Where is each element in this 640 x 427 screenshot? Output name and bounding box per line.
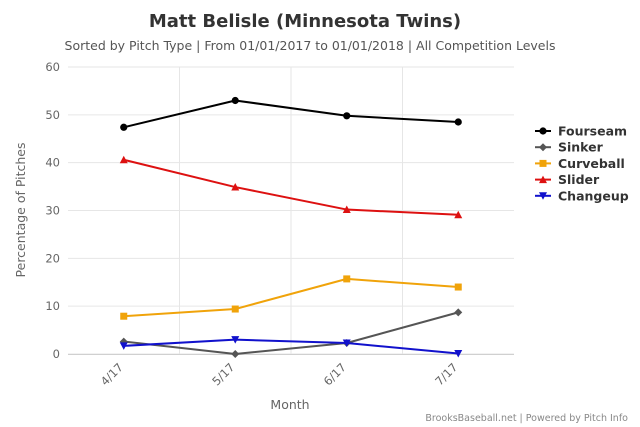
series-slider[interactable] — [119, 155, 463, 219]
legend-item-curveball[interactable]: Curveball — [535, 156, 625, 171]
data-point-slider[interactable] — [119, 155, 128, 164]
series-line-fourseam[interactable] — [123, 99, 459, 129]
y-tick-label: 20 — [45, 251, 60, 265]
series-line-curveball[interactable] — [123, 277, 459, 318]
y-tick-label: 40 — [45, 156, 60, 170]
legend-marker-changeup — [539, 192, 547, 200]
x-tick-label: 5/17 — [209, 360, 237, 388]
data-point-sinker[interactable] — [231, 350, 240, 358]
data-point-slider[interactable] — [231, 183, 240, 191]
grid — [68, 66, 514, 355]
series-group — [119, 96, 463, 358]
chart-title: Matt Belisle (Minnesota Twins) — [149, 11, 461, 32]
data-point-fourseam[interactable] — [454, 118, 462, 126]
data-point-sinker[interactable] — [454, 308, 463, 317]
data-point-changeup[interactable] — [342, 339, 351, 347]
data-point-changeup[interactable] — [454, 350, 463, 358]
legend-label-changeup: Changeup — [558, 188, 629, 203]
legend-label-curveball: Curveball — [558, 156, 625, 171]
series-line-slider[interactable] — [123, 158, 459, 216]
y-tick-label: 0 — [53, 347, 60, 361]
legend-item-fourseam[interactable]: Fourseam — [535, 124, 627, 139]
data-point-fourseam[interactable] — [231, 96, 239, 105]
y-tick-label: 60 — [45, 60, 60, 74]
y-tick-label: 50 — [45, 108, 60, 122]
data-point-slider[interactable] — [454, 210, 463, 219]
y-axis-ticks: 0 10 20 30 40 50 60 — [45, 60, 60, 361]
legend-marker-sinker — [539, 143, 547, 152]
legend-label-fourseam: Fourseam — [558, 124, 627, 139]
legend-marker-curveball — [539, 159, 547, 167]
series-curveball[interactable] — [120, 275, 462, 320]
data-point-changeup[interactable] — [119, 342, 128, 350]
x-axis-ticks: 4/17 5/17 6/17 7/17 — [98, 360, 461, 388]
legend-label-slider: Slider — [558, 172, 600, 187]
legend-label-sinker: Sinker — [558, 140, 604, 155]
data-point-curveball[interactable] — [231, 305, 239, 313]
credits-text[interactable]: BrooksBaseball.net | Powered by Pitch In… — [425, 413, 628, 424]
data-point-slider[interactable] — [342, 205, 351, 214]
x-axis-title: Month — [270, 397, 309, 412]
x-tick-label: 6/17 — [321, 360, 349, 388]
legend-item-sinker[interactable]: Sinker — [535, 140, 604, 155]
x-tick-label: 7/17 — [432, 360, 460, 388]
data-point-fourseam[interactable] — [343, 112, 351, 120]
series-line-changeup[interactable] — [123, 338, 459, 355]
data-point-curveball[interactable] — [343, 275, 351, 283]
series-changeup[interactable] — [119, 336, 463, 358]
legend-marker-slider — [539, 175, 547, 184]
chart-subtitle: Sorted by Pitch Type | From 01/01/2017 t… — [65, 38, 556, 53]
legend-marker-fourseam — [539, 127, 547, 135]
x-tick-label: 4/17 — [98, 360, 126, 388]
y-axis-title: Percentage of Pitches — [13, 143, 28, 278]
series-fourseam[interactable] — [120, 96, 462, 131]
series-line-sinker[interactable] — [123, 311, 459, 355]
legend-item-slider[interactable]: Slider — [535, 172, 600, 187]
data-point-curveball[interactable] — [120, 312, 128, 320]
legend-item-changeup[interactable]: Changeup — [535, 188, 629, 203]
data-point-curveball[interactable] — [454, 283, 462, 291]
data-point-changeup[interactable] — [231, 336, 240, 344]
y-tick-label: 10 — [45, 299, 60, 313]
data-point-fourseam[interactable] — [120, 123, 128, 131]
y-tick-label: 30 — [45, 204, 60, 218]
